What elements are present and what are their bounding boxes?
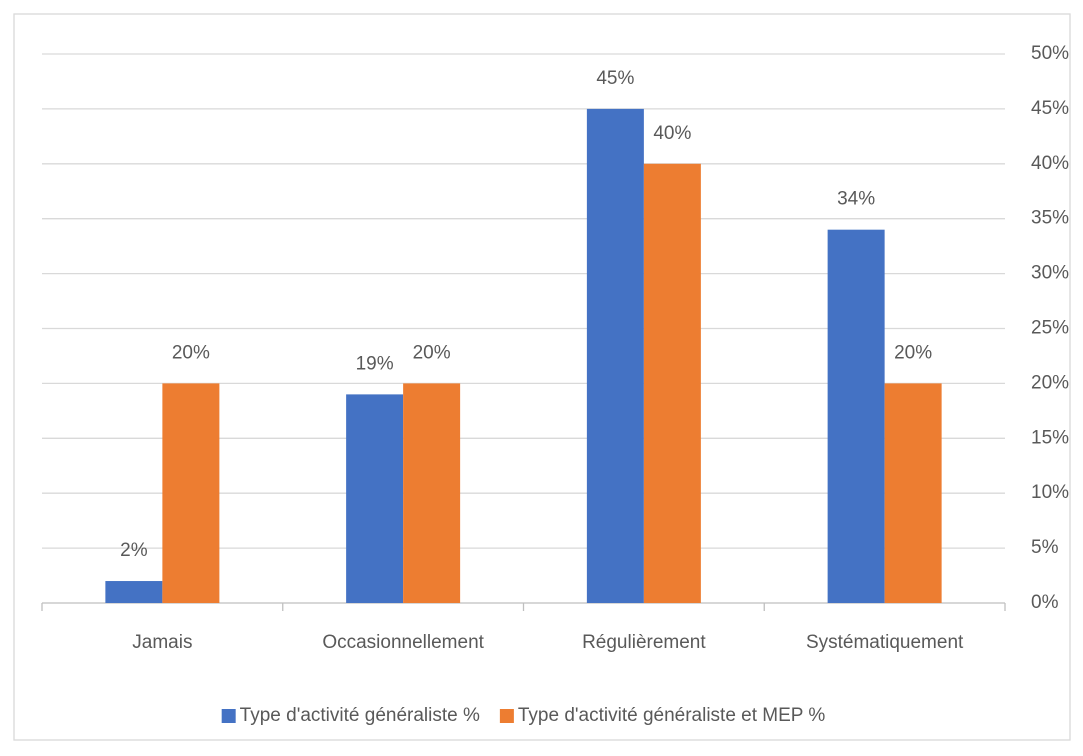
- data-label: 20%: [894, 342, 932, 363]
- bar: [346, 394, 404, 603]
- data-label: 45%: [596, 68, 634, 89]
- y-tick-label: 0%: [1031, 592, 1059, 613]
- y-tick-label: 45%: [1031, 98, 1069, 119]
- y-tick-label: 30%: [1031, 263, 1069, 284]
- y-tick-label: 35%: [1031, 208, 1069, 229]
- y-tick-label: 50%: [1031, 43, 1069, 64]
- data-label: 34%: [837, 189, 875, 210]
- bar: [105, 581, 163, 603]
- bar: [643, 163, 701, 604]
- x-tick-label: Occasionnellement: [322, 632, 484, 653]
- x-tick-label: Jamais: [132, 632, 192, 653]
- legend-swatch: [221, 709, 236, 723]
- legend-swatch: [499, 709, 514, 723]
- data-label: 19%: [356, 353, 394, 374]
- legend-label: Type d'activité généraliste %: [240, 705, 480, 726]
- bar: [884, 383, 942, 603]
- y-tick-label: 15%: [1031, 427, 1069, 448]
- y-tick-label: 40%: [1031, 153, 1069, 174]
- data-label: 40%: [653, 123, 691, 144]
- x-tick-label: Systématiquement: [806, 632, 964, 653]
- bar: [586, 108, 644, 604]
- data-label: 20%: [172, 342, 210, 363]
- y-tick-label: 25%: [1031, 318, 1069, 339]
- legend-label: Type d'activité généraliste et MEP %: [518, 705, 826, 726]
- bar: [403, 383, 461, 603]
- y-tick-label: 5%: [1031, 537, 1059, 558]
- y-tick-label: 10%: [1031, 482, 1069, 503]
- chart-border: [13, 13, 1071, 741]
- data-label: 20%: [413, 342, 451, 363]
- y-tick-label: 20%: [1031, 372, 1069, 393]
- data-label: 2%: [120, 540, 148, 561]
- x-tick-label: Régulièrement: [582, 632, 706, 653]
- bar: [162, 383, 220, 603]
- bar: [827, 229, 885, 603]
